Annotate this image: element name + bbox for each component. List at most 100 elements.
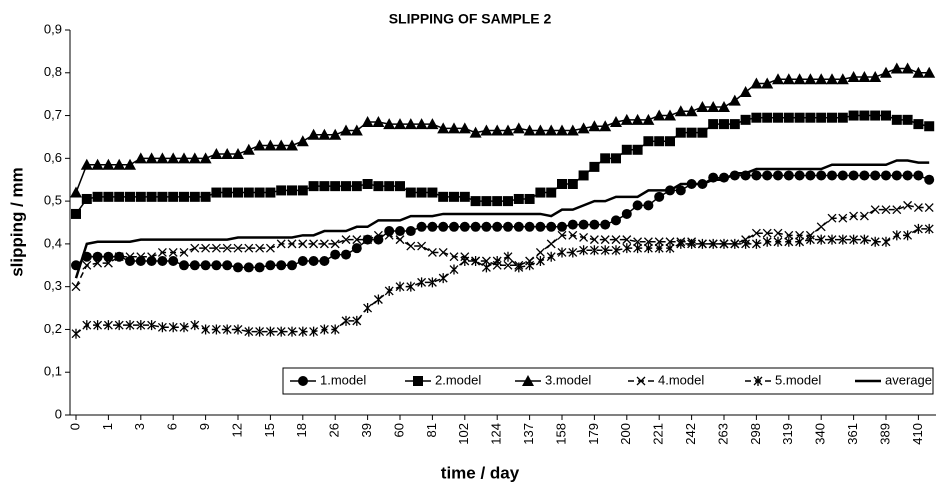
point — [438, 191, 449, 202]
point — [286, 139, 298, 151]
point — [557, 247, 567, 258]
point — [201, 324, 211, 335]
point — [902, 114, 913, 125]
point — [762, 170, 773, 181]
point — [730, 238, 740, 249]
point — [481, 262, 491, 273]
point — [179, 191, 189, 202]
point — [903, 230, 913, 241]
point — [125, 191, 135, 202]
point — [469, 126, 482, 138]
x-tick-label: 158 — [553, 423, 568, 445]
point — [168, 256, 179, 266]
point — [232, 148, 244, 160]
point — [535, 256, 545, 266]
point — [848, 170, 859, 181]
point — [610, 115, 622, 127]
point — [913, 203, 923, 212]
point — [611, 153, 621, 164]
legend-label: 4.model — [658, 372, 704, 387]
point — [643, 200, 654, 211]
point — [351, 181, 362, 192]
point — [523, 124, 536, 136]
point — [795, 230, 805, 240]
point — [772, 73, 784, 85]
point — [837, 112, 848, 123]
point — [697, 238, 707, 249]
x-tick-label: 263 — [715, 423, 730, 445]
y-tick-label: 0,4 — [44, 235, 62, 250]
point — [632, 144, 643, 155]
point — [265, 260, 276, 271]
point — [179, 322, 189, 333]
point — [902, 170, 913, 181]
point — [578, 170, 589, 181]
point — [491, 124, 504, 136]
point — [707, 101, 720, 112]
point — [827, 234, 837, 245]
point — [449, 221, 459, 232]
x-tick-label: 340 — [813, 423, 828, 445]
point — [287, 239, 297, 249]
point — [242, 143, 255, 155]
point — [557, 230, 567, 240]
point — [557, 221, 567, 232]
point — [70, 186, 82, 198]
point — [125, 252, 135, 262]
point — [329, 128, 342, 140]
point — [622, 235, 632, 245]
point — [125, 320, 135, 331]
point — [80, 158, 93, 170]
point — [340, 124, 352, 136]
point — [858, 71, 871, 83]
point — [762, 228, 772, 238]
point — [847, 71, 860, 83]
x-tick-label: 242 — [683, 423, 698, 445]
point — [740, 114, 751, 125]
point — [890, 62, 903, 74]
x-tick-label: 18 — [294, 423, 309, 437]
point — [145, 152, 158, 164]
point — [503, 221, 513, 232]
point — [783, 112, 794, 123]
point — [427, 277, 437, 288]
point — [643, 136, 654, 147]
point — [352, 315, 362, 326]
point — [298, 326, 308, 337]
point — [470, 221, 481, 232]
point — [93, 320, 103, 331]
point — [114, 320, 124, 331]
point — [113, 158, 126, 170]
point — [600, 235, 610, 245]
point — [438, 221, 449, 232]
point — [665, 136, 675, 147]
point — [178, 152, 190, 164]
point — [179, 247, 189, 257]
point — [773, 170, 783, 181]
x-tick-label: 3 — [132, 423, 147, 430]
point — [276, 239, 286, 249]
y-tick-label: 0 — [55, 406, 62, 421]
point — [674, 105, 687, 117]
point — [124, 158, 136, 170]
point — [309, 326, 319, 337]
point — [297, 185, 308, 196]
x-tick-label: 39 — [359, 423, 374, 437]
point — [254, 187, 265, 198]
point — [773, 112, 783, 123]
point — [200, 191, 211, 202]
point — [567, 219, 578, 230]
legend-label: 5.model — [775, 372, 821, 387]
point — [621, 144, 632, 155]
point — [838, 213, 848, 223]
point — [92, 251, 103, 262]
point — [675, 185, 686, 196]
point — [81, 193, 92, 204]
point — [481, 256, 491, 266]
x-tick-label: 221 — [651, 423, 666, 445]
point — [751, 228, 761, 238]
point — [417, 277, 427, 288]
point — [103, 251, 114, 262]
point — [556, 124, 568, 136]
point — [492, 221, 503, 232]
